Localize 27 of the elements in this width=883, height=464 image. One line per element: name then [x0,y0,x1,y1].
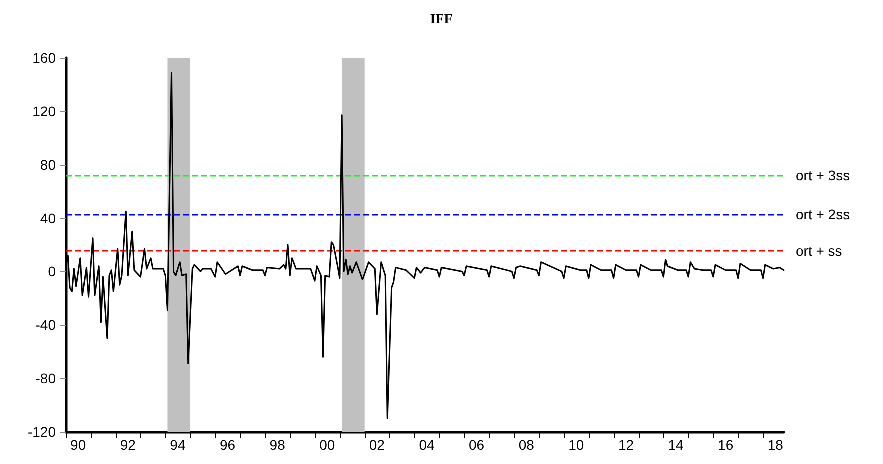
ref-line-label: ort + 2ss [796,206,850,222]
y-tick-label: 40 [40,210,56,226]
x-tick-label: 96 [220,437,236,453]
ref-line-label: ort + 3ss [796,168,850,184]
x-tick-label: 92 [120,437,136,453]
x-tick-label: 02 [369,437,386,453]
x-tick-label: 94 [170,437,186,453]
x-tick-label: 08 [518,437,535,453]
y-tick-label: 160 [32,50,56,66]
chart-title: IFF [430,12,453,28]
y-tick-label: 120 [32,103,56,120]
y-tick-label: 80 [40,156,56,173]
x-tick-label: 16 [718,437,734,453]
x-tick-label: 90 [70,437,86,453]
x-tick-label: 10 [568,437,584,453]
y-tick-label: -80 [36,370,56,387]
x-tick-label: 14 [668,437,684,453]
x-tick-label: 06 [468,437,485,453]
ref-line-label: ort + ss [796,243,842,260]
y-tick-label: -120 [28,424,56,440]
x-tick-label: 00 [320,437,336,453]
x-tick-label: 04 [419,437,436,453]
x-tick-label: 98 [270,437,286,453]
x-tick-label: 12 [618,437,634,453]
y-tick-label: 0 [48,264,56,280]
x-tick-label: 18 [768,437,784,453]
y-tick-label: -40 [36,317,56,334]
